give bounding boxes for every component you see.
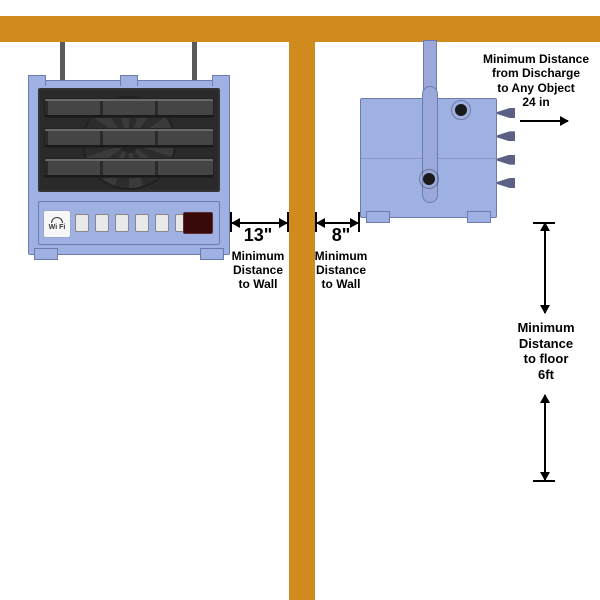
clearance-diagram: Wi Fi 13" Minimum Distance to Wall — [0, 0, 600, 600]
dim-text: Minimum — [500, 320, 592, 336]
dim-text: to floor — [500, 351, 592, 367]
dim-text: Minimum Distance — [474, 52, 598, 66]
dim-text: from Discharge — [474, 66, 598, 80]
discharge-louvers — [497, 108, 515, 188]
dim-value: 8" — [310, 225, 372, 247]
dim-discharge-arrow — [520, 120, 568, 122]
dim-text: Distance — [310, 263, 372, 277]
dim-8in-line — [317, 222, 358, 224]
dim-8in-label: 8" Minimum Distance to Wall — [310, 225, 372, 292]
center-wall — [289, 16, 315, 600]
dim-value: 13" — [222, 225, 294, 247]
dim-floor-label: Minimum Distance to floor 6ft — [500, 320, 592, 382]
dim-text: to Any Object — [474, 81, 598, 95]
dim-text: to Wall — [222, 277, 294, 291]
wifi-icon: Wi Fi — [43, 210, 71, 238]
dim-discharge-label: Minimum Distance from Discharge to Any O… — [474, 52, 598, 110]
dim-13in-line — [232, 222, 287, 224]
heater-front-view: Wi Fi — [28, 80, 230, 255]
dim-text: Minimum — [310, 249, 372, 263]
led-display — [183, 212, 213, 234]
dim-text: Distance — [222, 263, 294, 277]
dim-13in-label: 13" Minimum Distance to Wall — [222, 225, 294, 292]
button-row — [75, 214, 189, 232]
dim-floor-line-lower — [544, 395, 546, 480]
dim-floor-line-upper — [544, 223, 546, 313]
dim-text: 24 in — [474, 95, 598, 109]
dim-text: Distance — [500, 336, 592, 352]
dim-text: Minimum — [222, 249, 294, 263]
wifi-label: Wi Fi — [49, 224, 66, 231]
control-panel: Wi Fi — [38, 201, 220, 245]
front-grill — [38, 88, 220, 192]
dim-text: to Wall — [310, 277, 372, 291]
dim-text: 6ft — [500, 367, 592, 383]
